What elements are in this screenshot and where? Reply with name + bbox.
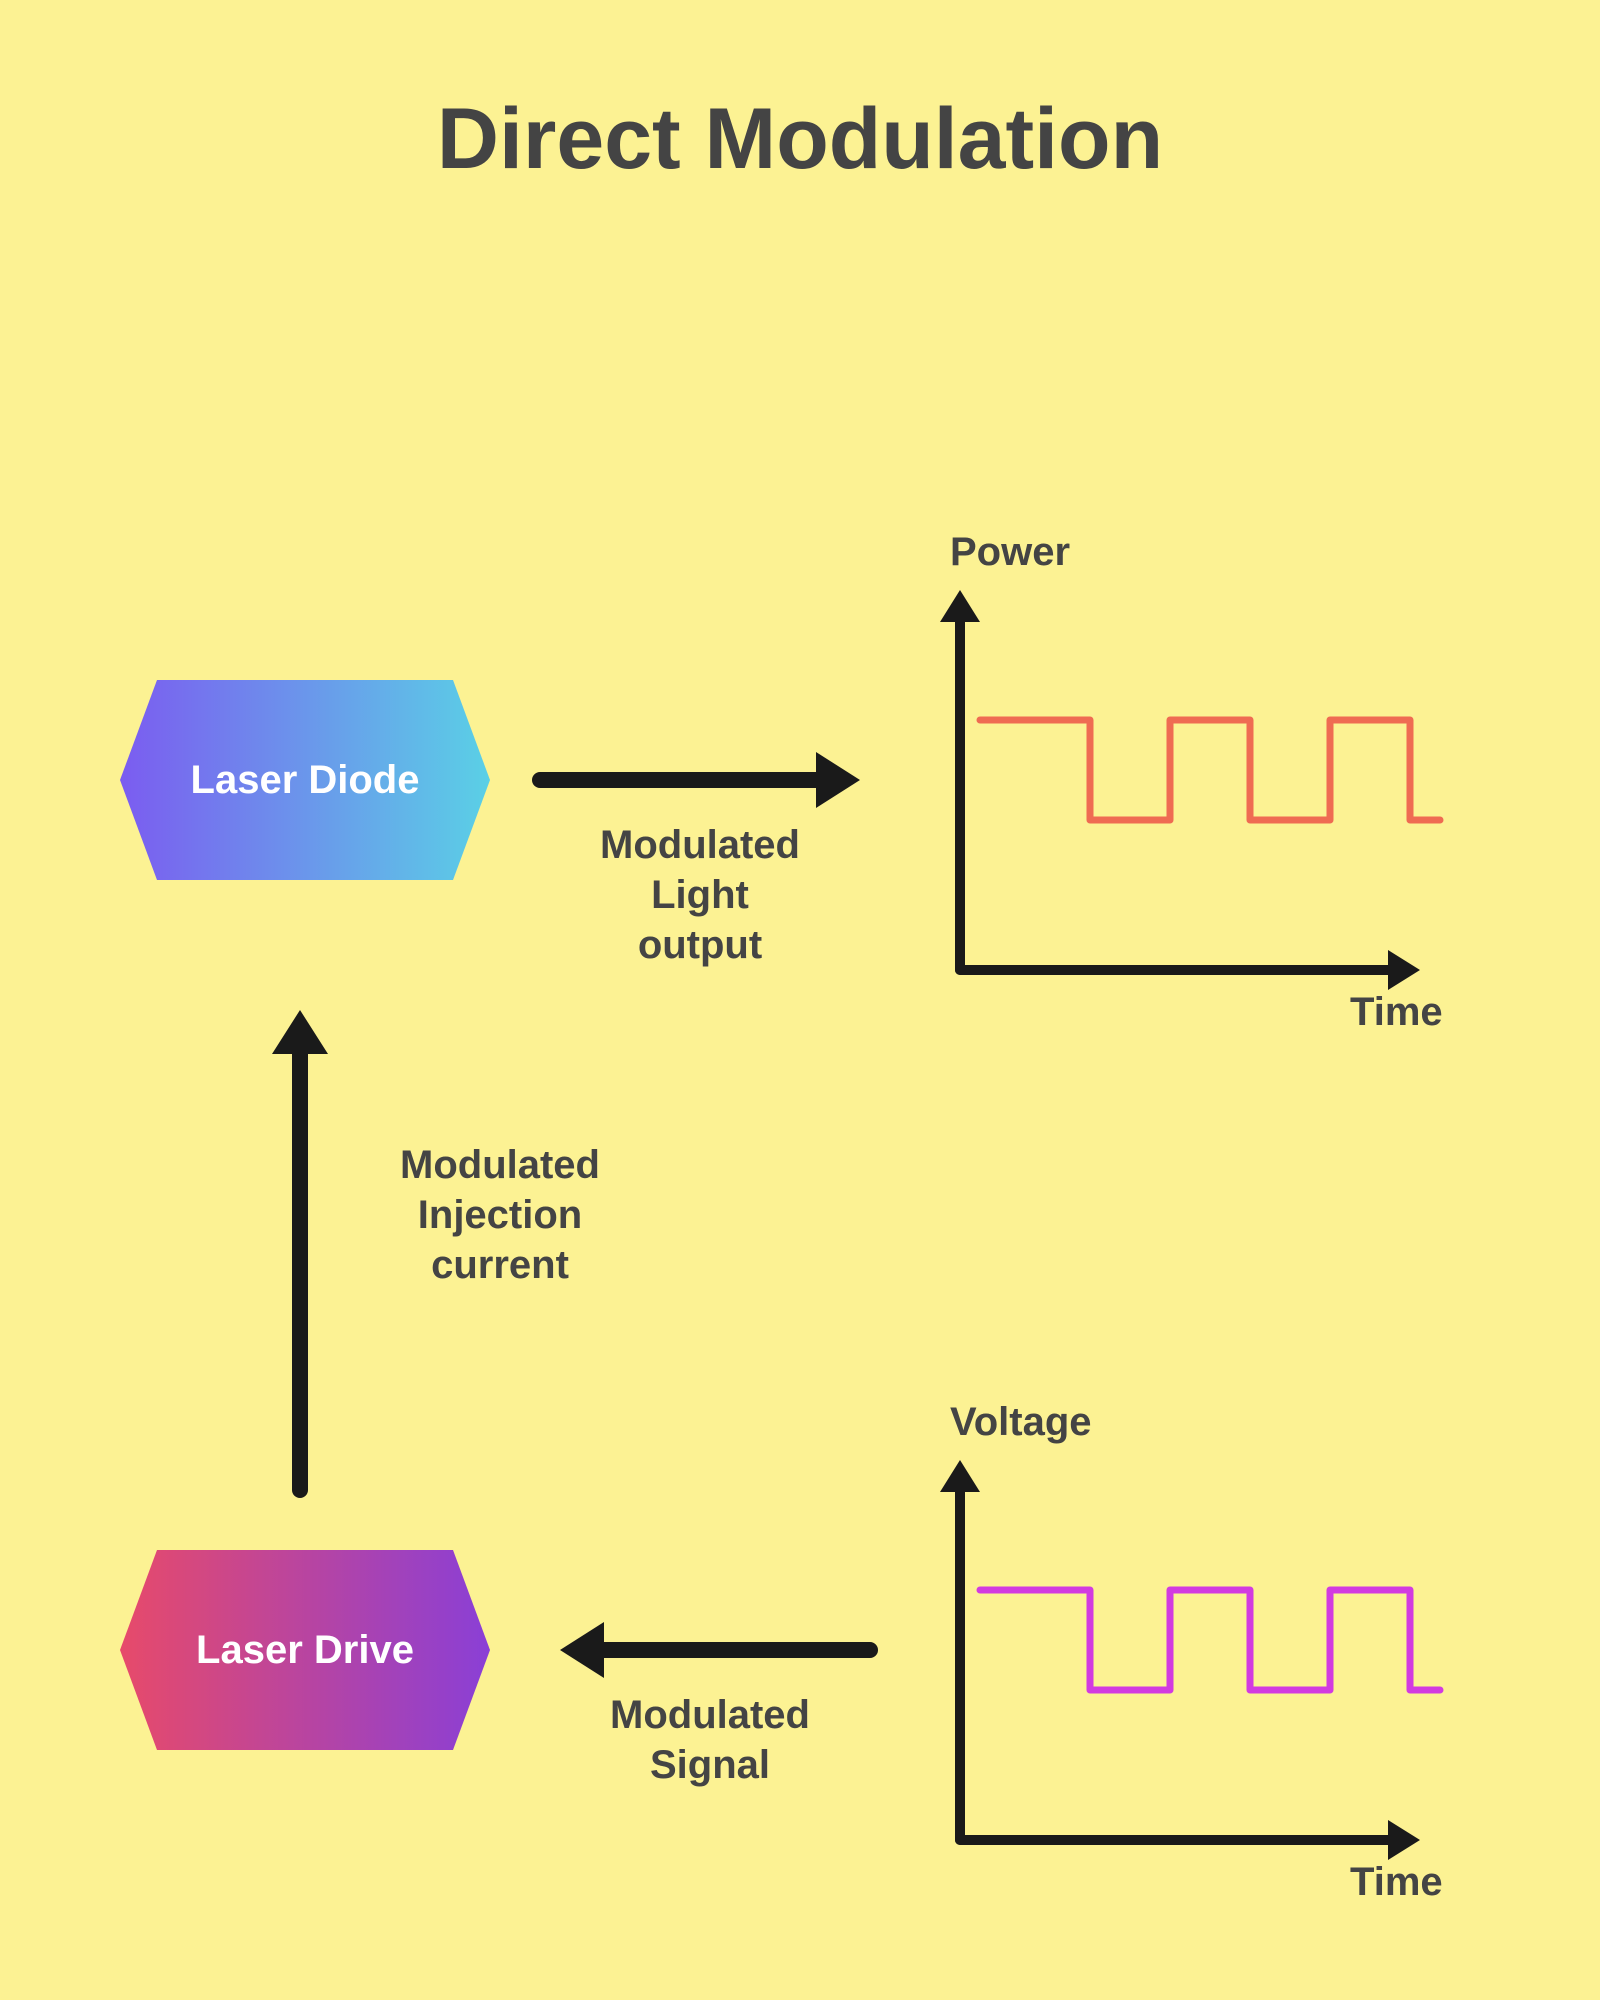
arrow-label-line: Modulated	[560, 1690, 860, 1740]
arrow-label-line: current	[340, 1240, 660, 1290]
arrow-label-modulated-signal: ModulatedSignal	[560, 1690, 860, 1790]
arrowhead-drive_to_diode	[272, 1010, 328, 1054]
arrow-label-line: Light	[540, 870, 860, 920]
page-title: Direct Modulation	[0, 90, 1600, 189]
arrowhead-power-y-axis	[940, 590, 980, 622]
arrow-label-line: Signal	[560, 1740, 860, 1790]
node-label-laser-diode: Laser Diode	[191, 758, 420, 803]
arrow-label-line: output	[540, 920, 860, 970]
arrowhead-voltage-x-axis	[1388, 1820, 1420, 1860]
arrow-label-modulated-light: ModulatedLightoutput	[540, 820, 860, 970]
arrowhead-diode_to_power	[816, 752, 860, 808]
node-label-laser-drive: Laser Drive	[196, 1628, 414, 1673]
axis-x-title-power: Time	[1350, 990, 1443, 1035]
arrow-label-line: Modulated	[540, 820, 860, 870]
waveform-voltage	[980, 1590, 1440, 1690]
arrowhead-voltage_to_drive	[560, 1622, 604, 1678]
waveform-power	[980, 720, 1440, 820]
arrowhead-power-x-axis	[1388, 950, 1420, 990]
diagram-stage: Direct Modulation Power Time Voltage Time Las…	[0, 0, 1600, 2000]
arrowhead-voltage-y-axis	[940, 1460, 980, 1492]
node-laser-diode: Laser Diode	[120, 680, 490, 880]
axis-x-title-voltage: Time	[1350, 1860, 1443, 1905]
node-laser-drive: Laser Drive	[120, 1550, 490, 1750]
arrow-label-line: Modulated	[340, 1140, 660, 1190]
arrow-label-line: Injection	[340, 1190, 660, 1240]
axis-y-title-voltage: Voltage	[950, 1400, 1092, 1445]
arrow-label-modulated-injection: ModulatedInjectioncurrent	[340, 1140, 660, 1290]
axis-y-title-power: Power	[950, 530, 1070, 575]
